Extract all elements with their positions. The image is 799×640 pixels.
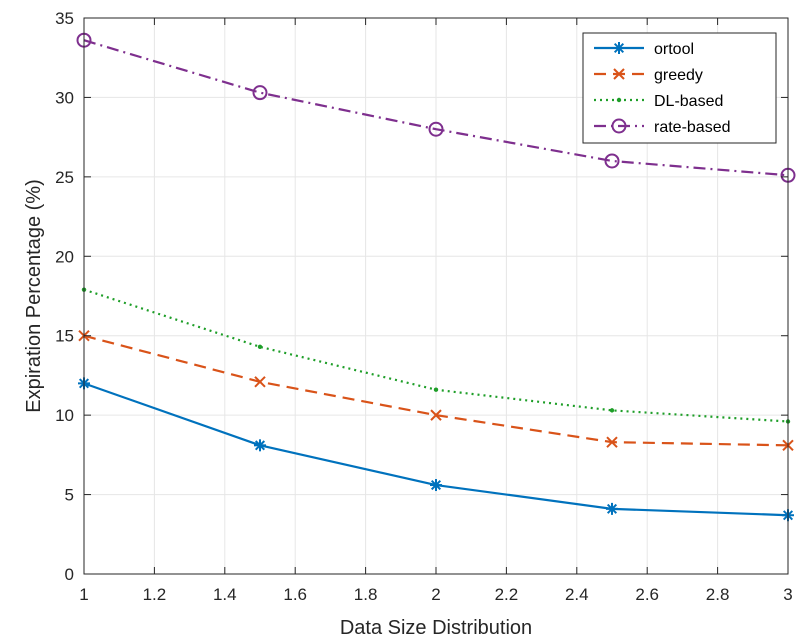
marker-stroke [613,42,625,54]
data-point-ortool [254,439,266,452]
x-tick-labels: 1 1.2 1.4 1.6 1.8 2 2.2 2.4 2.6 2.8 3 [79,585,792,604]
legend-marker-ortool [613,42,625,54]
marker-stroke [430,409,442,421]
data-point-greedy [606,436,618,448]
marker-stroke [254,440,266,451]
legend-label-rate-based: rate-based [654,119,731,136]
y-tick-label: 5 [65,486,74,505]
series-line-rate-based [83,39,789,177]
x-tick-label: 1.2 [143,585,167,604]
y-tick-label: 25 [55,168,74,187]
x-tick-label: 2.6 [635,585,659,604]
data-point-rate-based [428,121,444,137]
x-tick-label: 2.8 [706,585,730,604]
legend-label-dl-based: DL-based [654,93,723,110]
x-tick-label: 1 [79,585,88,604]
x-tick-label: 1.8 [354,585,378,604]
legend-marker-dl-based [616,97,622,103]
marker-stroke [430,480,442,491]
marker-stroke [606,503,618,514]
legend-marker-greedy [613,68,625,80]
data-point-ortool [606,502,618,515]
data-point-rate-based [252,85,268,101]
x-tick-label: 1.6 [283,585,307,604]
data-point-rate-based [604,153,620,169]
marker-stroke [254,376,266,388]
y-tick-labels: 0 5 10 15 20 25 30 35 [55,9,74,584]
y-axis-label: Expiration Percentage (%) [23,179,45,412]
x-axis-label: Data Size Distribution [340,617,532,639]
y-tick-label: 30 [55,88,74,107]
y-tick-label: 10 [55,406,74,425]
marker-stroke [606,436,618,448]
data-point-greedy [254,376,266,388]
x-tick-label: 2.2 [495,585,519,604]
x-tick-label: 1.4 [213,585,237,604]
data-point-dl-based [257,344,263,350]
data-point-dl-based [433,387,439,392]
data-point-dl-based [609,408,615,413]
x-tick-label: 2 [431,585,440,604]
y-tick-label: 35 [55,9,74,28]
y-tick-label: 0 [65,565,74,584]
legend: ortool greedy DL-based rate-based [582,32,777,144]
legend-label-ortool: ortool [654,41,694,58]
y-tick-label: 20 [55,247,74,266]
data-point-ortool [430,479,442,492]
axis-ticks [83,17,789,575]
legend-label-greedy: greedy [654,67,703,84]
marker-stroke [613,68,625,80]
x-tick-label: 3 [783,585,792,604]
y-tick-label: 15 [55,327,74,346]
x-tick-label: 2.4 [565,585,589,604]
data-point-greedy [430,409,442,421]
legend-marker-rate-based [611,118,627,134]
